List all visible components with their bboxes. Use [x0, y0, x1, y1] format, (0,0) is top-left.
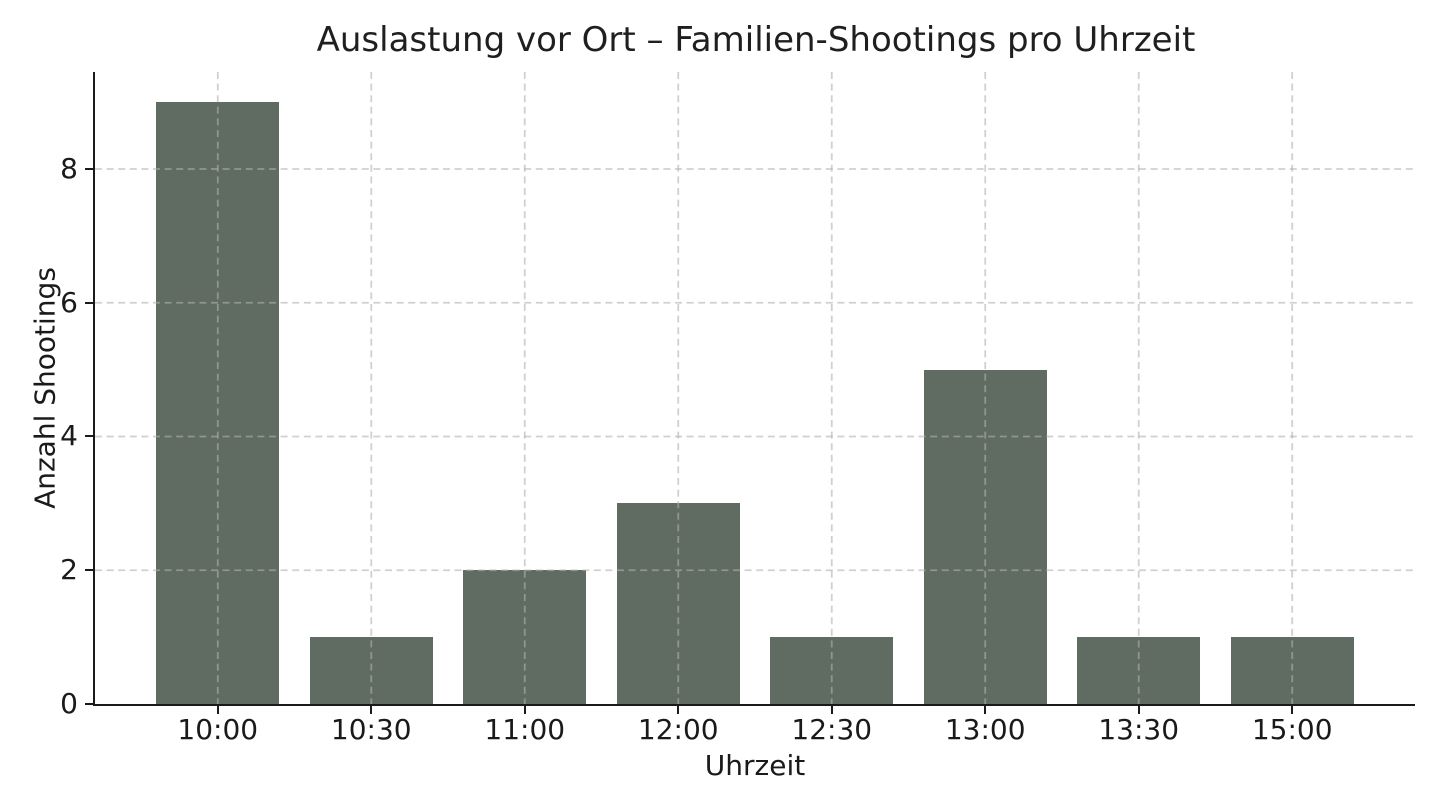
x-tick-mark-10:30: [370, 704, 373, 714]
x-tick-mark-11:00: [523, 704, 526, 714]
x-tick-mark-12:30: [830, 704, 833, 714]
plot-area: [93, 72, 1415, 706]
x-tick-label-13:30: 13:30: [1098, 713, 1180, 746]
x-tick-label-12:30: 12:30: [791, 713, 873, 746]
x-tick-mark-15:00: [1291, 704, 1294, 714]
x-tick-mark-12:00: [677, 704, 680, 714]
y-tick-label-2: 2: [60, 553, 78, 587]
y-tick-label-4: 4: [60, 419, 78, 453]
y-tick-label-0: 0: [60, 687, 78, 720]
bar-12:00: [616, 503, 740, 704]
y-tick-mark-0: [85, 703, 95, 705]
y-tick-label-6: 6: [60, 285, 78, 319]
x-tick-mark-13:00: [984, 704, 987, 714]
chart-title: Auslastung vor Ort – Familien-Shootings …: [316, 20, 1196, 60]
x-axis-label: Uhrzeit: [704, 749, 806, 782]
y-tick-mark-8: [85, 167, 95, 170]
y-tick-label-8: 8: [60, 151, 78, 185]
x-tick-label-15:00: 15:00: [1251, 713, 1333, 746]
bar-13:00: [923, 369, 1047, 704]
x-tick-label-12:00: 12:00: [637, 713, 719, 746]
bar-12:30: [770, 637, 894, 704]
bar-11:00: [463, 570, 587, 704]
x-tick-label-10:00: 10:00: [177, 713, 259, 746]
y-tick-mark-6: [85, 301, 95, 304]
x-tick-label-13:00: 13:00: [944, 713, 1026, 746]
bars-container: [95, 72, 1415, 704]
bar-10:00: [156, 102, 280, 704]
bar-15:00: [1230, 637, 1354, 704]
y-tick-mark-2: [85, 569, 95, 572]
y-tick-mark-4: [85, 435, 95, 438]
x-tick-mark-10:00: [216, 704, 219, 714]
bar-10:30: [309, 637, 433, 704]
bar-13:30: [1077, 637, 1201, 704]
x-tick-label-11:00: 11:00: [484, 713, 566, 746]
x-tick-mark-13:30: [1137, 704, 1140, 714]
x-tick-label-10:30: 10:30: [330, 713, 412, 746]
